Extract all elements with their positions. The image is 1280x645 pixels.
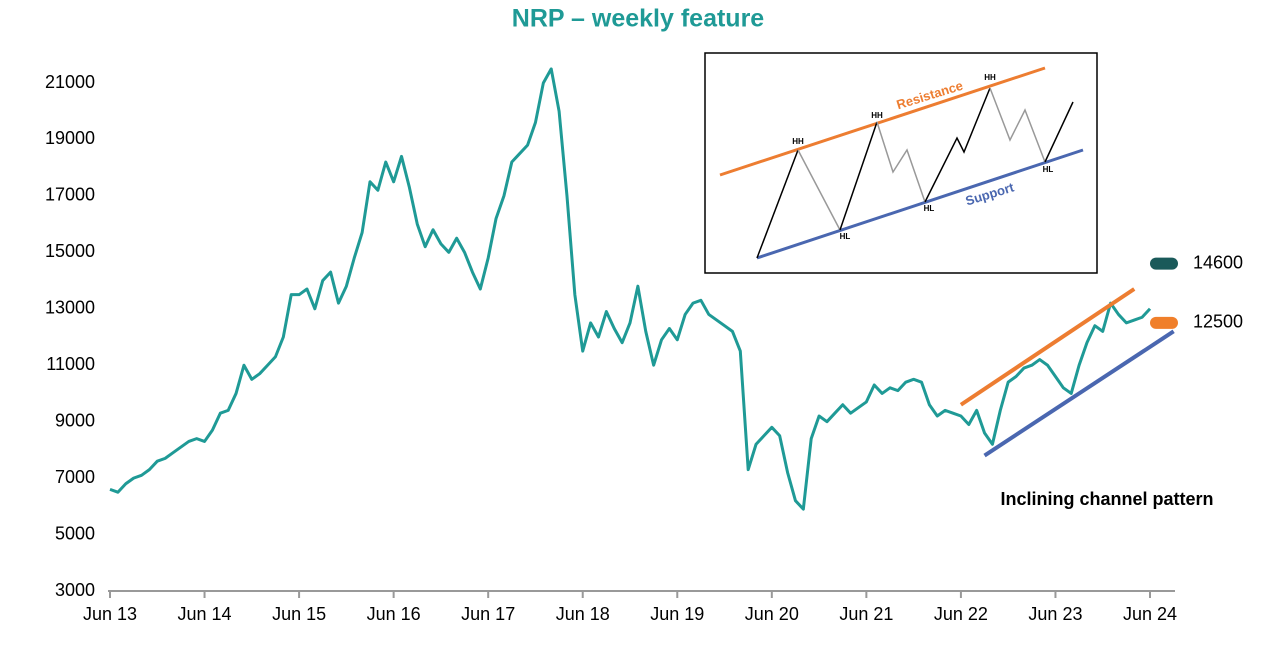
support-line: [756, 148, 1084, 260]
x-tick-label: Jun 21: [839, 604, 893, 624]
inset-label: HH: [871, 111, 883, 120]
y-tick-label: 3000: [55, 580, 95, 600]
y-tick-label: 7000: [55, 467, 95, 487]
marker-label: 14600: [1193, 252, 1243, 272]
x-tick-label: Jun 17: [461, 604, 515, 624]
x-tick-label: Jun 24: [1123, 604, 1177, 624]
x-tick-label: Jun 23: [1028, 604, 1082, 624]
y-tick-label: 21000: [45, 72, 95, 92]
y-tick-label: 19000: [45, 128, 95, 148]
y-tick-label: 17000: [45, 185, 95, 205]
inset-label: HH: [792, 137, 804, 146]
annotation: Inclining channel pattern: [1000, 489, 1213, 509]
inset-label: HL: [924, 204, 935, 213]
y-tick-label: 9000: [55, 410, 95, 430]
inset-label: HL: [1043, 165, 1054, 174]
channel-line: [959, 287, 1136, 407]
x-tick-label: Jun 20: [745, 604, 799, 624]
y-tick-label: 11000: [46, 354, 95, 374]
resistance-line: [719, 66, 1046, 177]
x-tick-label: Jun 16: [367, 604, 421, 624]
x-tick-label: Jun 13: [83, 604, 137, 624]
zigzag: [756, 87, 1074, 259]
x-tick-label: Jun 22: [934, 604, 988, 624]
inset-label: HH: [984, 73, 996, 82]
inset: Resistance Support HH HH HH HL HL HL: [704, 52, 1098, 274]
y-tick-label: 15000: [45, 241, 95, 261]
inset-label: HL: [840, 232, 851, 241]
channel-line: [983, 329, 1175, 458]
x-tick-label: Jun 14: [178, 604, 232, 624]
marker-label: 12500: [1193, 312, 1243, 332]
x-tick-label: Jun 19: [650, 604, 704, 624]
price-marker: [1150, 257, 1178, 270]
price-line: [109, 67, 1152, 511]
y-tick-label: 5000: [55, 523, 95, 543]
x-tick-label: Jun 18: [556, 604, 610, 624]
x-tick-label: Jun 15: [272, 604, 326, 624]
y-tick-label: 13000: [45, 298, 95, 318]
chart-title: NRP – weekly feature: [512, 5, 765, 33]
inset-box: [704, 52, 1098, 274]
price-marker: [1150, 316, 1178, 329]
